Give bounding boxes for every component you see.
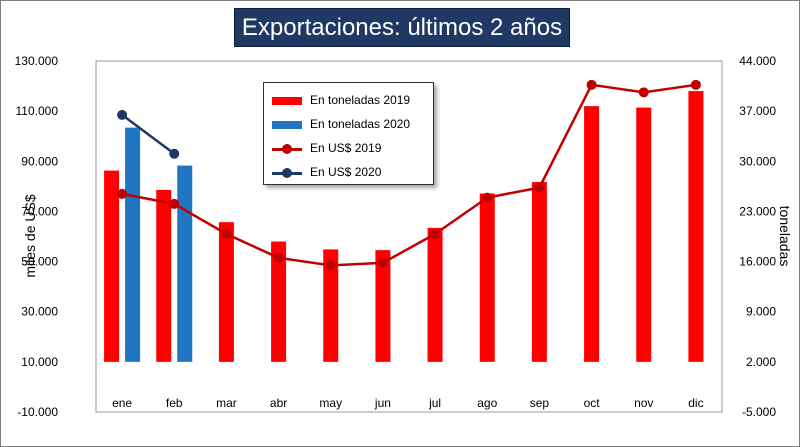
legend-item-usd-2019: En US$ 2019 — [264, 137, 433, 161]
bar-toneladas-2019 — [271, 241, 287, 362]
line-usd-2019 — [121, 83, 697, 267]
x-tick-label: ene — [112, 396, 132, 410]
bar-toneladas-2019 — [323, 249, 339, 362]
legend-label: En US$ 2020 — [310, 165, 382, 179]
point-usd-2019 — [169, 198, 180, 209]
point-usd-2019 — [117, 188, 128, 199]
bar-toneladas-2020 — [125, 127, 141, 362]
x-tick-label: dic — [688, 396, 703, 410]
legend-item-toneladas-2019: En toneladas 2019 — [264, 89, 433, 113]
y-tick-label: 10.000 — [21, 355, 58, 369]
point-usd-2019 — [221, 228, 232, 239]
y2-tick-label: -5.000 — [742, 405, 776, 419]
legend-swatch-bar-blue — [272, 121, 302, 129]
point-usd-2019 — [690, 79, 701, 90]
y2-tick-label: 30.000 — [739, 154, 776, 168]
bar-toneladas-2019 — [584, 106, 600, 362]
bar-toneladas-2019 — [104, 170, 120, 362]
bar-toneladas-2019 — [156, 189, 172, 362]
point-usd-2020 — [117, 109, 128, 120]
y-tick-label: 30.000 — [21, 305, 58, 319]
bar-toneladas-2019 — [218, 222, 234, 362]
x-tick-label: jul — [428, 396, 441, 410]
line-usd-2020 — [121, 113, 175, 155]
legend-label: En toneladas 2020 — [310, 117, 411, 131]
y-tick-label: 70.000 — [21, 204, 58, 218]
x-tick-label: feb — [166, 396, 183, 410]
chart-title: Exportaciones: últimos 2 años — [234, 8, 570, 47]
legend-item-toneladas-2020: En toneladas 2020 — [264, 113, 433, 137]
y2-tick-label: 2.000 — [746, 355, 776, 369]
point-usd-2019 — [586, 79, 597, 90]
x-tick-label: may — [319, 396, 342, 410]
bar-toneladas-2020 — [177, 165, 193, 362]
point-usd-2019 — [325, 260, 336, 271]
x-tick-label: jun — [374, 396, 391, 410]
x-tick-label: mar — [216, 396, 237, 410]
y2-tick-label: 9.000 — [746, 305, 776, 319]
y2-tick-label: 44.000 — [739, 54, 776, 68]
point-usd-2019 — [377, 257, 388, 268]
plot-area — [95, 60, 723, 413]
bar-toneladas-2019 — [375, 250, 391, 362]
bar-toneladas-2019 — [636, 107, 652, 362]
point-usd-2019 — [534, 182, 545, 193]
y2-tick-label: 37.000 — [739, 104, 776, 118]
legend-label: En US$ 2019 — [310, 141, 382, 155]
legend-item-usd-2020: En US$ 2020 — [264, 161, 433, 185]
y-tick-label: 130.000 — [15, 54, 59, 68]
bar-toneladas-2019 — [479, 193, 495, 362]
x-tick-label: nov — [634, 396, 653, 410]
point-usd-2019 — [638, 87, 649, 98]
x-tick-label: oct — [584, 396, 601, 410]
bar-toneladas-2019 — [688, 91, 704, 362]
point-usd-2019 — [430, 228, 441, 239]
bar-toneladas-2019 — [531, 182, 547, 362]
y-tick-label: 50.000 — [21, 255, 58, 269]
point-usd-2020 — [169, 148, 180, 159]
x-tick-label: ago — [477, 396, 497, 410]
y2-tick-label: 23.000 — [739, 204, 776, 218]
point-usd-2019 — [273, 252, 284, 263]
x-tick-label: abr — [270, 396, 287, 410]
y-tick-label: 110.000 — [16, 104, 59, 118]
legend: En toneladas 2019 En toneladas 2020 En U… — [263, 82, 434, 185]
bar-toneladas-2019 — [427, 227, 443, 362]
point-usd-2019 — [482, 192, 493, 203]
legend-marker-red — [282, 144, 292, 154]
x-tick-label: sep — [530, 396, 550, 410]
legend-label: En toneladas 2019 — [310, 93, 411, 107]
y2-tick-label: 16.000 — [739, 255, 776, 269]
legend-marker-navy — [282, 168, 292, 178]
y-tick-label: 90.000 — [21, 154, 58, 168]
legend-swatch-bar-red — [272, 97, 302, 105]
y-tick-label: -10.000 — [17, 405, 58, 419]
